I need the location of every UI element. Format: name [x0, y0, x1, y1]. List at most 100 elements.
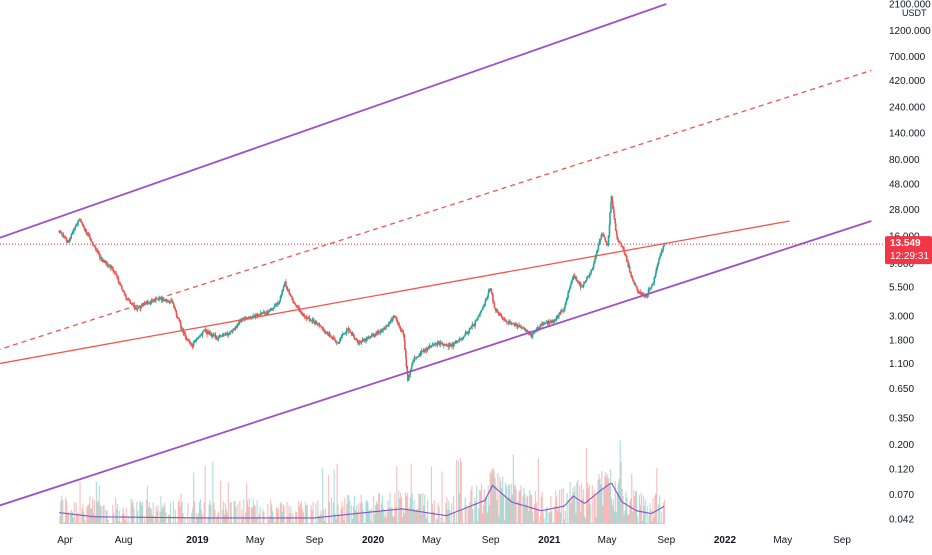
candle-body	[620, 243, 622, 244]
volume-bar	[301, 509, 304, 524]
candle-body	[469, 328, 471, 330]
volume-bar	[519, 490, 521, 524]
volume-bar	[341, 501, 343, 524]
volume-bar	[381, 495, 383, 524]
candle-body	[87, 234, 90, 236]
candle-body	[360, 341, 362, 343]
candle-body	[489, 288, 491, 291]
volume-bar	[411, 493, 413, 524]
candle-body	[650, 287, 653, 288]
candle-body	[132, 303, 134, 305]
volume-bar	[393, 516, 395, 524]
time-tick-label: May	[773, 535, 792, 546]
candle-body	[340, 337, 342, 339]
candle-body	[60, 231, 62, 234]
volume-bar	[94, 515, 97, 524]
volume-bar	[248, 498, 251, 524]
trendline-lower-channel[interactable]	[0, 220, 872, 532]
volume-bar	[259, 506, 261, 524]
candle-body	[622, 247, 624, 248]
trendline-upper-channel[interactable]	[0, 3, 667, 266]
candle-body	[569, 285, 572, 289]
candle-body	[602, 234, 605, 236]
candle-body	[386, 325, 388, 326]
candle-body	[443, 344, 445, 346]
candle-body	[313, 319, 315, 323]
candle-body	[363, 338, 366, 340]
volume-bar	[470, 490, 472, 524]
candle-body	[425, 348, 428, 351]
price-tick-label: 0.070	[889, 490, 914, 501]
candle-body	[106, 264, 109, 267]
trendline-dashed-projection[interactable]	[0, 69, 872, 375]
volume-bar	[463, 523, 465, 524]
volume-bar	[225, 509, 227, 524]
volume-bar	[485, 497, 487, 524]
candle-body	[103, 260, 106, 263]
candle-body	[250, 316, 253, 318]
candle-body	[161, 299, 164, 301]
candle-body	[236, 323, 239, 328]
trendline-resistance[interactable]	[0, 220, 790, 370]
candle-body	[169, 301, 172, 303]
trendlines[interactable]	[0, 3, 872, 532]
volume-bar	[228, 523, 230, 524]
candle-body	[493, 303, 496, 308]
volume-bar	[434, 523, 436, 524]
volume-bar	[59, 516, 61, 524]
price-tick-label: 80.000	[889, 155, 920, 166]
volume-bar	[78, 523, 80, 524]
candle-body	[428, 345, 431, 348]
candle-body	[82, 225, 85, 228]
volume-bar	[129, 523, 131, 524]
candle-body	[613, 213, 616, 219]
candle-body	[134, 306, 136, 309]
volume-bar	[115, 497, 117, 524]
time-axis[interactable]: Apr Aug 2019 May Sep 2020 May Sep 2021 May Sep 2022…	[0, 528, 932, 550]
candle-body	[89, 236, 91, 239]
volume-bar	[266, 523, 268, 524]
candle-body	[360, 340, 363, 342]
candle-body	[113, 271, 116, 273]
candle-body	[539, 324, 542, 326]
candle-body	[392, 318, 394, 321]
volume-bar	[81, 508, 83, 524]
candle-body	[272, 308, 275, 309]
volume-bar	[573, 492, 575, 524]
volume-bar	[349, 501, 351, 524]
candle-body	[494, 307, 497, 310]
candle-body	[571, 280, 573, 284]
candle-body	[440, 342, 442, 344]
volume-bar	[479, 490, 482, 524]
candle-body	[331, 336, 333, 339]
volume-bar	[583, 516, 586, 524]
candle-body	[597, 249, 599, 251]
candle-body	[663, 243, 666, 246]
volume-bar	[447, 509, 449, 524]
candle-body	[350, 332, 353, 335]
candle-body	[604, 237, 606, 241]
candle-body	[276, 303, 279, 305]
volume-bar	[364, 522, 366, 524]
candle-body	[519, 324, 521, 328]
candle-body	[506, 322, 509, 324]
volume-bar	[88, 504, 90, 524]
candle-body	[561, 310, 564, 312]
candle-body	[653, 277, 656, 283]
candle-body	[179, 321, 182, 325]
price-tick-label: 0.120	[889, 465, 914, 476]
candle-body	[455, 340, 458, 344]
volume-bar	[158, 523, 160, 524]
volume-bar	[379, 511, 382, 524]
candle-body	[187, 339, 190, 341]
volume-bar	[87, 505, 89, 524]
candle-body	[589, 273, 592, 275]
volume-bar	[308, 523, 310, 524]
candle-body	[418, 353, 421, 357]
candle-body	[383, 328, 386, 330]
price-tick-label: 0.350	[889, 414, 914, 425]
candle-body	[110, 266, 113, 269]
volume-bar	[358, 522, 360, 524]
